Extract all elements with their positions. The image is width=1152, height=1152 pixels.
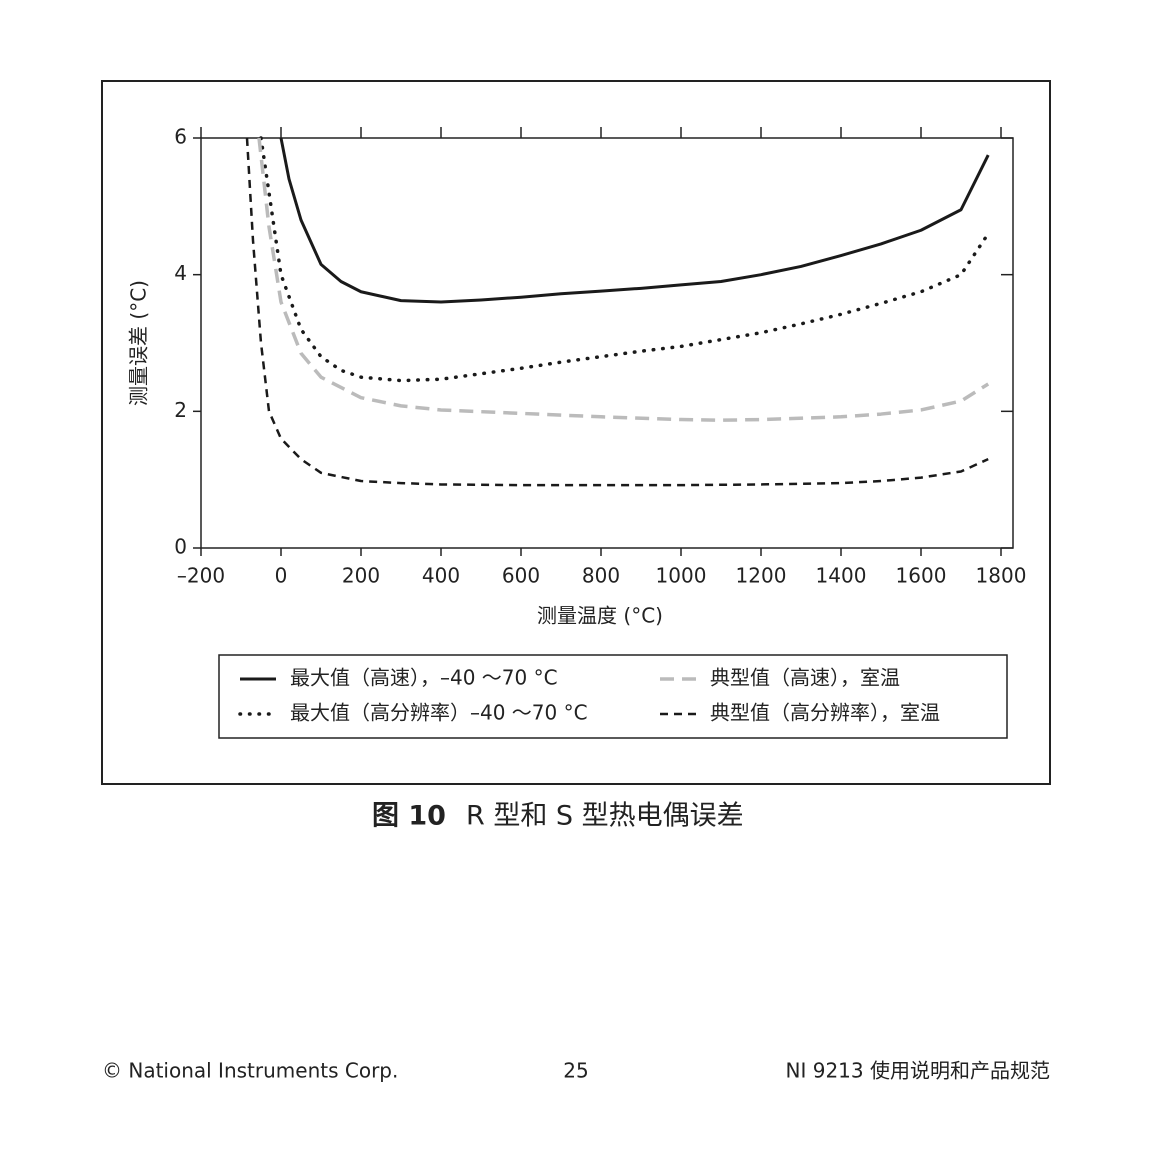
x-tick-label: 1600 xyxy=(896,564,947,588)
y-tick-label: 6 xyxy=(174,125,187,149)
footer-right: NI 9213 使用说明和产品规范 xyxy=(786,1059,1050,1083)
caption-text: R 型和 S 型热电偶误差 xyxy=(466,801,744,832)
figure-frame xyxy=(101,80,1051,785)
series-line xyxy=(259,136,990,383)
x-tick-label: 1400 xyxy=(816,564,867,588)
footer-page: 25 xyxy=(563,1059,588,1083)
x-tick-label: 200 xyxy=(342,564,380,588)
y-tick-label: 2 xyxy=(174,398,187,422)
x-tick-label: 1000 xyxy=(656,564,707,588)
legend-label: 典型值（高分辨率），室温 xyxy=(710,701,940,725)
x-tick-label: 600 xyxy=(502,564,540,588)
x-tick-label: 800 xyxy=(582,564,620,588)
legend-label: 典型值（高速），室温 xyxy=(710,666,900,690)
x-tick-label: 400 xyxy=(422,564,460,588)
x-tick-label: –200 xyxy=(177,564,225,588)
caption-number: 图 10 xyxy=(372,801,446,832)
footer-left: © National Instruments Corp. xyxy=(102,1059,398,1083)
plot-frame xyxy=(200,137,1014,549)
y-axis-label: 测量误差 (°C) xyxy=(127,280,151,406)
legend-frame xyxy=(218,654,1008,739)
y-tick-label: 4 xyxy=(174,261,187,285)
y-tick-label: 0 xyxy=(174,535,187,559)
series-line xyxy=(245,137,989,487)
x-tick-label: 1200 xyxy=(736,564,787,588)
x-tick-label: 1800 xyxy=(976,564,1027,588)
legend-label: 最大值（高分辨率）–40 ～70 °C xyxy=(290,701,588,725)
legend-label: 最大值（高速），–40 ～70 °C xyxy=(290,666,558,690)
x-tick-label: 0 xyxy=(275,564,288,588)
series-line xyxy=(257,137,990,422)
x-axis-label: 测量温度 (°C) xyxy=(537,604,663,628)
series-line xyxy=(279,137,990,304)
